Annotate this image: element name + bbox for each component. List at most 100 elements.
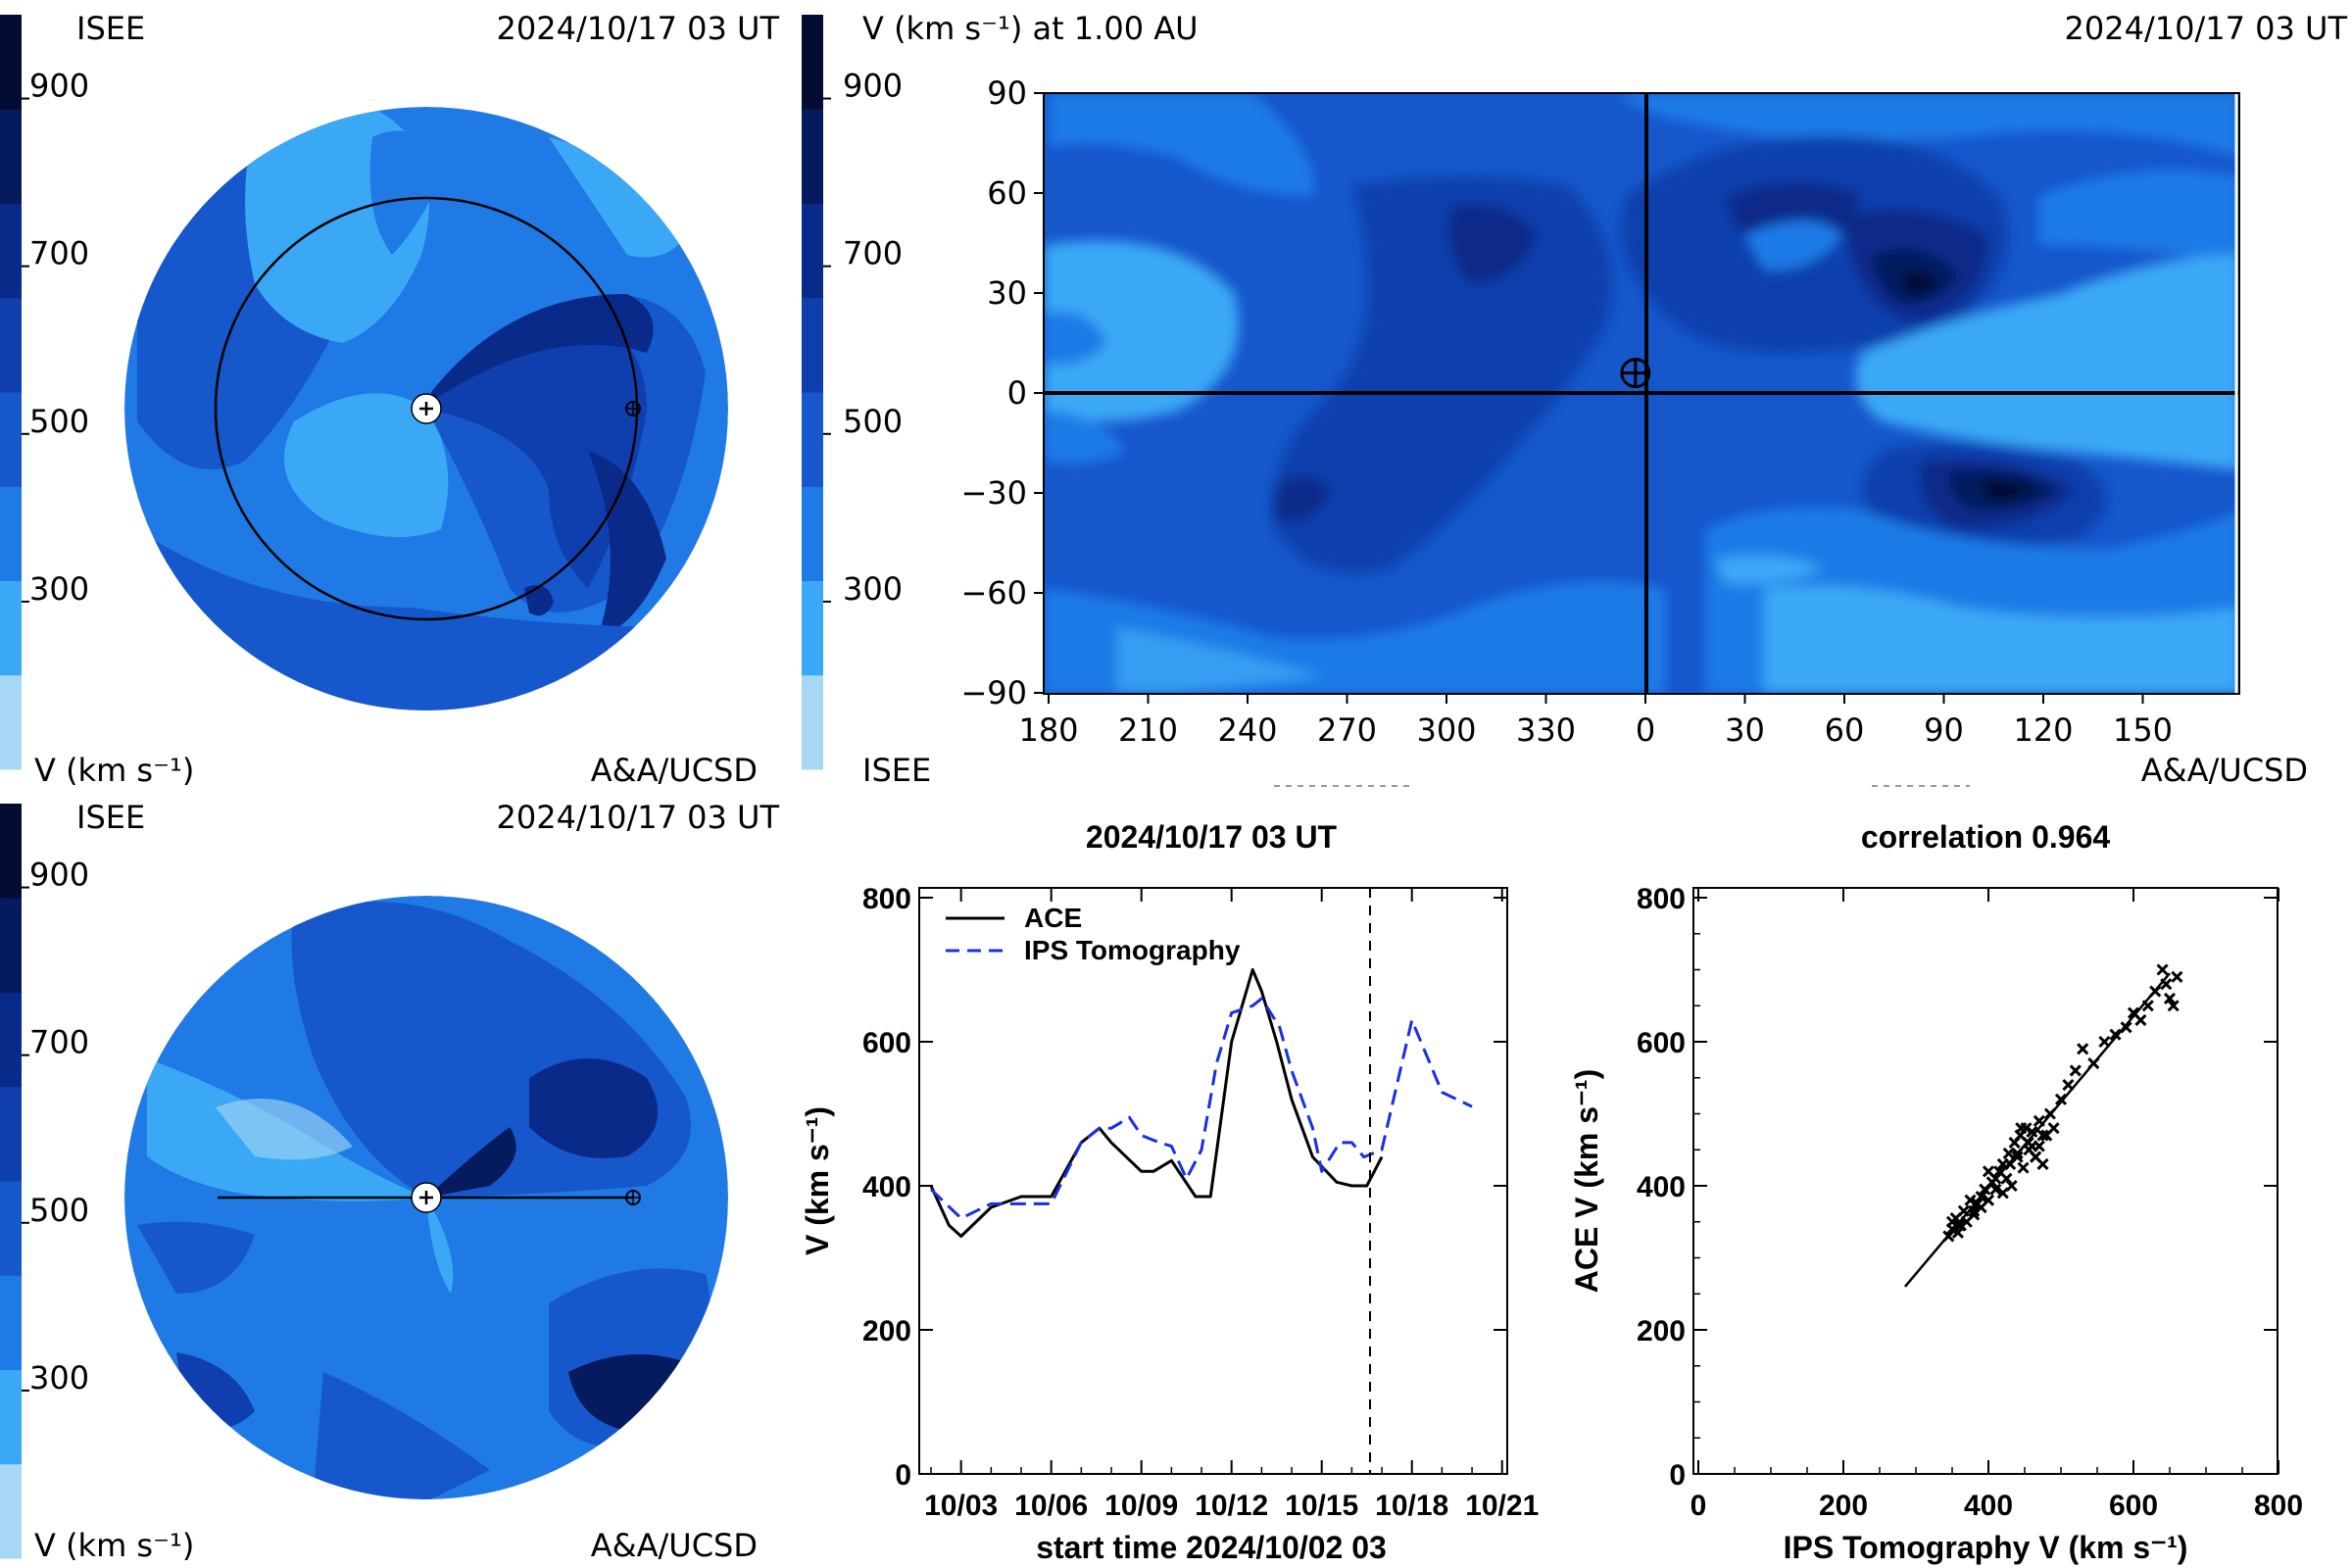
scatter-point	[2017, 1161, 2030, 1174]
colorbar-tick-label: 700	[29, 1024, 89, 1061]
ips-tomography-series-line	[929, 997, 1473, 1220]
scatter-point	[2040, 1129, 2053, 1142]
x-tick-label: 150	[2113, 711, 2173, 749]
x-tick-label: 10/06	[1014, 1490, 1088, 1522]
colorbar-tick-label: 500	[29, 403, 89, 440]
credit-label: A&A/UCSD	[2141, 752, 2308, 789]
scatter-ylabel: ACE V (km s⁻¹)	[1569, 1069, 1604, 1293]
scatter-point	[2043, 1107, 2056, 1120]
colorbar-heatmap: 300 500 700 900	[802, 15, 903, 770]
x-tick-label: 400	[1964, 1490, 2013, 1522]
colorbar-tick-label: 500	[29, 1192, 89, 1229]
y-tick-label: 0	[1007, 374, 1027, 412]
scatter-point	[2026, 1140, 2038, 1152]
timestamp: 2024/10/17 03 UT	[497, 10, 780, 47]
colorbar-segment	[0, 580, 22, 676]
scatter-point	[2015, 1122, 2028, 1135]
colorbar-segment	[802, 15, 823, 110]
sun-cross-icon	[419, 402, 433, 416]
scatter-point	[1975, 1190, 1987, 1203]
x-tick-label: 60	[1825, 711, 1865, 749]
scatter-point	[2011, 1147, 2024, 1159]
velocity-unit-label: V (km s⁻¹)	[34, 1527, 194, 1564]
y-tick-label: 400	[862, 1171, 911, 1203]
scatter-point	[2033, 1114, 2045, 1127]
scatter-point	[2004, 1157, 2017, 1171]
scatter-points	[1942, 963, 2183, 1243]
x-tick-label: 90	[1924, 711, 1964, 749]
scatter-point	[1945, 1215, 1959, 1228]
y-tick-label: 30	[987, 274, 1027, 312]
colorbar-segment	[802, 580, 823, 676]
scatter-frame	[1692, 887, 2278, 1475]
timeseries-frame	[918, 887, 1508, 1475]
scatter-xlabel: IPS Tomography V (km s⁻¹)	[1784, 1530, 2188, 1565]
colorbar-tick-label: 700	[843, 235, 903, 272]
x-tick-label: 10/09	[1104, 1490, 1178, 1522]
colorbar-segment	[0, 804, 22, 899]
timeseries-series	[929, 968, 1473, 1238]
x-tick-label: 270	[1317, 711, 1377, 749]
scatter-point	[2069, 1064, 2082, 1077]
timeseries-ylabel: V (km s⁻¹)	[800, 1106, 835, 1255]
scatter-point	[2098, 1035, 2111, 1049]
y-tick-label: 600	[862, 1027, 911, 1059]
scatter-point	[2167, 1000, 2180, 1012]
y-tick-label: 400	[1637, 1171, 1686, 1203]
map-title: V (km s⁻¹) at 1.00 AU	[862, 10, 1199, 47]
scatter-point	[2134, 1013, 2147, 1027]
x-tick-label: 10/21	[1465, 1490, 1539, 1522]
colorbar-segment	[0, 392, 22, 487]
y-tick-label: 60	[987, 174, 1027, 212]
colorbar-tick-label: 500	[843, 403, 903, 440]
x-tick-label: 10/18	[1375, 1490, 1448, 1522]
y-tick-label: 0	[895, 1459, 911, 1492]
scatter-point	[2000, 1172, 2013, 1185]
scatter-point	[2036, 1129, 2049, 1142]
scatter-point	[2171, 970, 2183, 983]
y-tick-label: 0	[1669, 1459, 1686, 1492]
colorbar-segment	[0, 898, 22, 993]
colorbar-tick-label: 300	[29, 1359, 89, 1396]
x-tick-label: 30	[1725, 711, 1765, 749]
y-tick-label: 200	[1637, 1315, 1686, 1348]
earth-position-icon	[1620, 358, 1651, 389]
scatter-point	[1968, 1204, 1981, 1217]
colorbar-segment	[802, 109, 823, 204]
x-tick-label: 600	[2109, 1490, 2158, 1522]
isee-label: ISEE	[862, 752, 931, 789]
x-tick-label: 800	[2254, 1490, 2303, 1522]
scatter-point	[2087, 1056, 2100, 1070]
colorbar-tick-label: 300	[29, 570, 89, 608]
scatter-point	[2141, 1000, 2154, 1012]
x-tick-label: 10/15	[1285, 1490, 1358, 1522]
y-tick-label: 600	[1637, 1027, 1686, 1059]
scatter-point	[2149, 985, 2162, 998]
x-tick-label: 200	[1819, 1490, 1868, 1522]
y-tick-label: −30	[960, 474, 1027, 512]
colorbar-segment	[802, 674, 823, 770]
scatter-point	[2160, 978, 2173, 991]
timeseries-axes: 0 200 400 600 800 10/03 10/06 10/09 10/12 10/15 10…	[862, 883, 1539, 1522]
y-tick-label: 200	[862, 1315, 911, 1348]
colorbar-tick-label: 900	[29, 857, 89, 894]
x-tick-label: 120	[2013, 711, 2073, 749]
colorbar-segment	[0, 1086, 22, 1182]
y-tick-label: −60	[960, 574, 1027, 612]
x-tick-label: 10/12	[1195, 1490, 1268, 1522]
y-tick-label: −90	[960, 674, 1027, 711]
colorbar-segment	[802, 203, 823, 299]
colorbar-segment	[0, 674, 22, 770]
colorbar-segment	[0, 992, 22, 1088]
colorbar-top-left: 300 500 700 900	[0, 15, 89, 770]
scatter-point	[2156, 963, 2169, 976]
isee-label: ISEE	[76, 799, 145, 836]
x-tick-label: 0	[1636, 711, 1655, 749]
colorbar-segment	[802, 297, 823, 393]
colorbar-tick-label: 900	[843, 68, 903, 105]
velocity-unit-label: V (km s⁻¹)	[34, 752, 194, 789]
scatter-point	[2077, 1043, 2089, 1055]
credit-label: A&A/UCSD	[591, 752, 758, 789]
